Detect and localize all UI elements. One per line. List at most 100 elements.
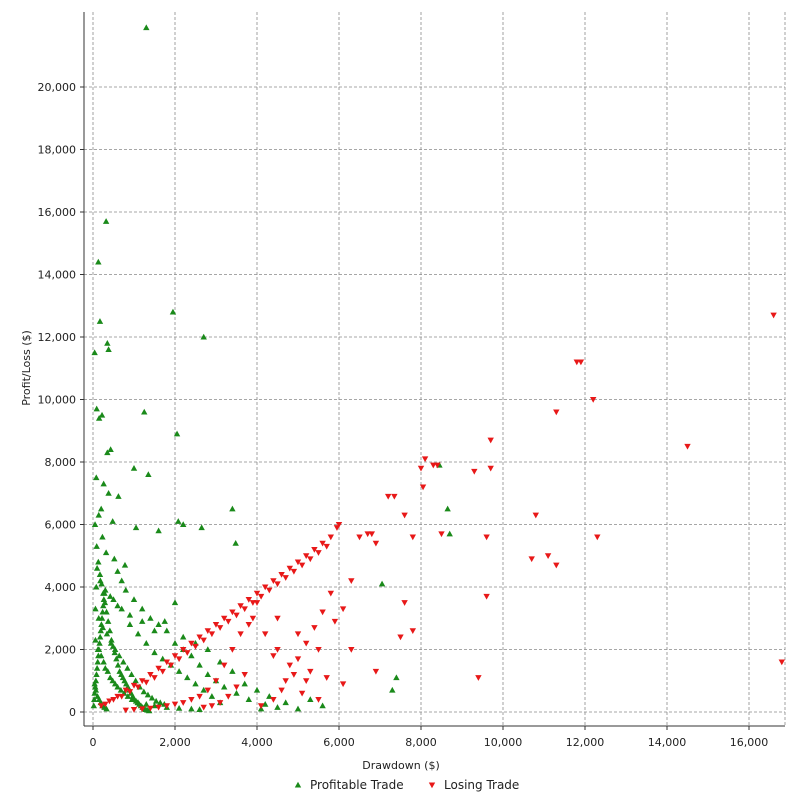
losing-trade-point xyxy=(175,656,183,663)
profitable-trade-point xyxy=(233,690,240,696)
y-tick-label: 8,000 xyxy=(45,456,77,469)
profitable-trade-point xyxy=(144,691,152,698)
profitable-trade-point xyxy=(204,671,211,678)
profitable-trade-point xyxy=(100,658,107,665)
profitable-trade-point xyxy=(141,408,148,415)
profitable-trade-point xyxy=(121,561,129,568)
losing-trade-point xyxy=(180,700,187,706)
y-tick-label: 4,000 xyxy=(45,581,77,594)
losing-trade-point xyxy=(208,631,216,638)
profitable-trade-point xyxy=(92,636,99,643)
losing-trade-point xyxy=(122,707,129,714)
profitable-trade-point xyxy=(113,655,120,662)
losing-trade-point xyxy=(188,640,195,647)
profitable-trade-point xyxy=(93,543,100,549)
profitable-trade-point xyxy=(96,633,104,640)
losing-trade-point xyxy=(532,512,539,519)
x-axis-ticks: 0 2,000 4,000 6,000 8,000 10,000 12,000 14,000 1… xyxy=(90,726,768,749)
losing-trade-point xyxy=(298,562,306,569)
losing-trade-point xyxy=(419,484,427,491)
losing-trade-point xyxy=(130,682,138,689)
profitable-trade-point xyxy=(143,24,150,31)
losing-trade-point xyxy=(483,534,490,541)
losing-trade-point xyxy=(237,603,244,609)
profitable-trade-point xyxy=(175,668,183,674)
x-tick-label: 2,000 xyxy=(159,736,191,749)
profitable-trade-point xyxy=(106,627,114,634)
profitable-trade-point xyxy=(198,524,205,531)
losing-trade-point xyxy=(257,703,265,709)
profitable-trade-point xyxy=(95,258,102,265)
losing-trade-point xyxy=(590,396,597,403)
losing-trade-point xyxy=(391,493,398,500)
profitable-trade-point xyxy=(132,524,140,531)
profitable-trade-point xyxy=(253,686,261,693)
legend-item-profitable: Profitable Trade xyxy=(294,778,404,792)
profitable-trade-point xyxy=(114,661,122,668)
profitable-trade-point xyxy=(124,665,131,671)
losing-trade-point xyxy=(262,631,269,638)
losing-trade-point xyxy=(98,703,105,709)
profitable-trade-point xyxy=(102,218,110,224)
losing-trade-point xyxy=(126,689,134,695)
profitable-trade-point xyxy=(98,411,106,418)
profitable-trade-point xyxy=(104,449,111,456)
profitable-trade-point xyxy=(93,665,101,671)
losing-trade-point xyxy=(315,696,322,703)
profitable-trade-point xyxy=(104,618,112,624)
losing-trade-point xyxy=(147,671,154,678)
legend-marker-losing xyxy=(428,782,436,789)
profitable-trade-point xyxy=(155,621,162,628)
x-tick-label: 6,000 xyxy=(323,736,355,749)
profitable-trade-point xyxy=(319,702,326,709)
losing-trade-point xyxy=(356,534,363,541)
losing-trade-point xyxy=(528,556,535,563)
y-tick-label: 16,000 xyxy=(38,206,77,219)
losing-trade-point xyxy=(298,690,306,697)
profitable-trade-point xyxy=(229,668,236,674)
profitable-trade-point xyxy=(118,577,125,584)
losing-trade-point xyxy=(294,656,302,663)
profitable-trade-point xyxy=(99,608,106,615)
losing-trade-point xyxy=(471,468,478,475)
profitable-trade-point xyxy=(108,636,115,643)
losing-trade-point xyxy=(204,628,211,634)
profitable-trade-point xyxy=(151,627,158,634)
losing-trade-point xyxy=(167,662,175,669)
legend-item-losing: Losing Trade xyxy=(428,778,519,792)
losing-trade-point xyxy=(274,646,281,653)
profitable-trade-point xyxy=(139,618,146,624)
losing-trade-point xyxy=(155,704,162,711)
profitable-trade-point xyxy=(184,674,191,681)
losing-trade-point xyxy=(323,675,330,681)
profitable-trade-point xyxy=(91,521,99,528)
profitable-trade-point xyxy=(104,668,111,674)
losing-trade-point xyxy=(155,665,162,672)
losing-trade-point xyxy=(278,687,285,694)
data-points xyxy=(90,24,785,714)
legend: Profitable Trade Losing Trade xyxy=(294,778,519,792)
profitable-trade-point xyxy=(102,665,109,671)
profitable-trade-point xyxy=(196,706,203,713)
losing-trade-point xyxy=(401,512,408,519)
losing-trade-point xyxy=(221,615,228,622)
losing-trade-point xyxy=(200,637,207,644)
losing-trade-point xyxy=(233,612,240,619)
profitable-trade-point xyxy=(93,405,100,412)
losing-trade-point xyxy=(241,671,248,678)
losing-trade-point xyxy=(333,525,341,531)
profitable-trade-point xyxy=(200,333,207,340)
losing-trade-point xyxy=(282,678,289,684)
losing-trade-point xyxy=(221,662,228,669)
profitable-trade-point xyxy=(282,699,289,706)
profitable-trade-point xyxy=(111,646,119,653)
losing-trade-point xyxy=(274,581,281,588)
losing-trade-point xyxy=(335,521,343,528)
losing-trade-point xyxy=(241,606,248,613)
losing-trade-point xyxy=(130,706,138,713)
losing-trade-point xyxy=(118,693,125,700)
profitable-trade-point xyxy=(114,683,121,690)
profitable-trade-point xyxy=(161,618,168,624)
x-tick-label: 0 xyxy=(90,736,97,749)
profitable-trade-point xyxy=(110,596,117,603)
